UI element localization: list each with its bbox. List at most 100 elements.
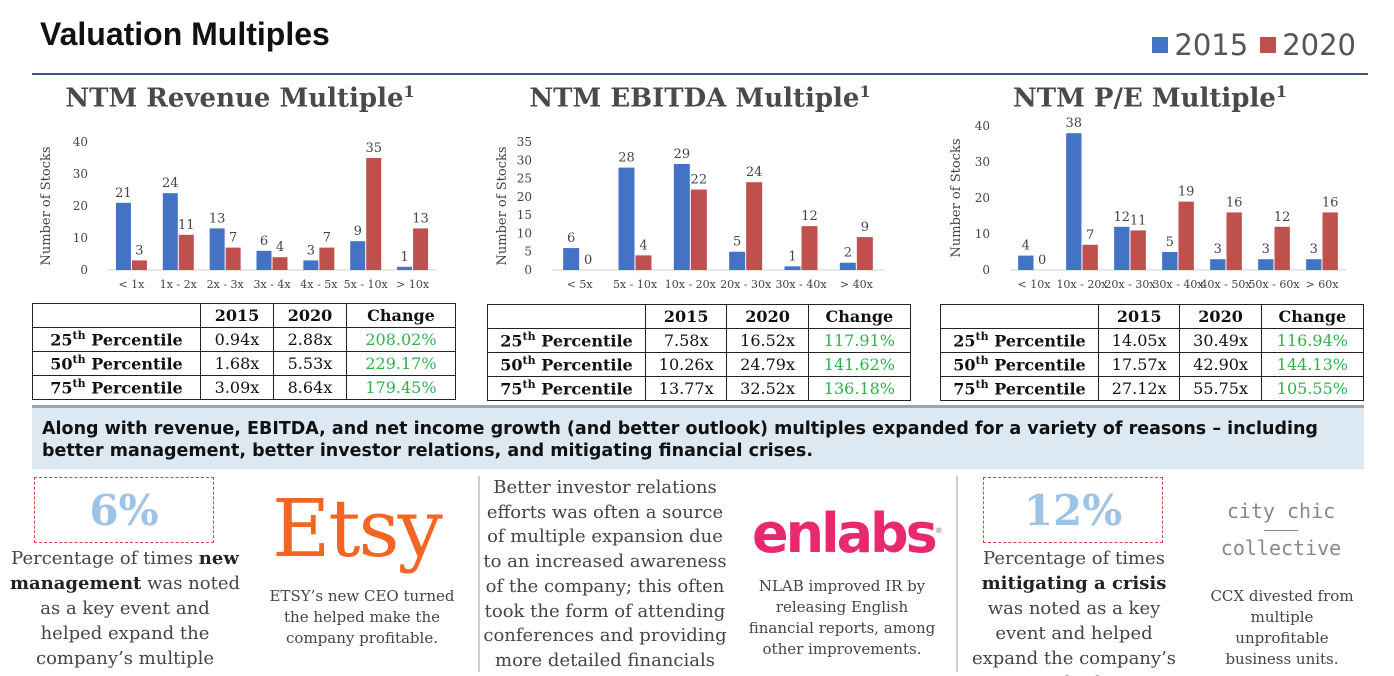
row-label: 50th Percentile xyxy=(32,351,201,376)
bar-2015 xyxy=(729,251,746,270)
bar-2020 xyxy=(225,247,241,270)
row-label-text: Percentile xyxy=(535,355,633,375)
data-label-2015: 28 xyxy=(618,151,635,166)
legend-label-2020: 2020 xyxy=(1282,28,1356,62)
bar-2020 xyxy=(413,228,429,270)
table-header-change: Change xyxy=(807,304,912,329)
cell-2015: 13.77x xyxy=(644,376,728,401)
bar-2020 xyxy=(690,189,707,270)
y-tick-label: 10 xyxy=(73,231,88,245)
divider-right xyxy=(956,476,958,672)
bar-2020 xyxy=(856,237,873,270)
etsy-caption: ETSY’s new CEO turned the helped make th… xyxy=(269,587,455,647)
cell-2020: 32.52x xyxy=(726,376,809,401)
row-pct: 75 xyxy=(500,379,523,399)
data-label-2020: 11 xyxy=(178,218,195,233)
data-label-2015: 21 xyxy=(115,186,132,201)
data-label-2020: 3 xyxy=(135,243,143,258)
bar-2015 xyxy=(1018,255,1034,270)
data-label-2015: 3 xyxy=(1262,242,1270,257)
data-label-2015: 6 xyxy=(567,231,575,246)
cell-2020: 8.64x xyxy=(272,375,347,400)
x-tick-label: 20x - 30x xyxy=(1104,278,1156,291)
cell-2020: 42.90x xyxy=(1179,352,1262,377)
row-pct: 25 xyxy=(953,331,976,351)
cell-change: 105.55% xyxy=(1260,376,1365,401)
stat2-post: was noted as a key event and helped expa… xyxy=(971,598,1177,676)
enlabs-logo-text: enlabs xyxy=(752,502,938,565)
bar-2020 xyxy=(1274,226,1290,270)
y-tick-label: 40 xyxy=(73,135,88,149)
bar-2015 xyxy=(839,262,856,270)
data-label-2020: 7 xyxy=(1086,228,1094,243)
y-axis-title: Number of Stocks xyxy=(495,147,510,266)
table-header-2015: 2015 xyxy=(1097,304,1181,329)
data-label-2020: 4 xyxy=(639,238,647,253)
enlabs-registered-mark: ® xyxy=(934,526,943,535)
x-tick-label: > 60x xyxy=(1306,278,1340,291)
table-row: 50th Percentile 10.26x 24.79x 141.62% xyxy=(487,352,912,377)
stat-value-new-management: 6% xyxy=(89,486,159,535)
pe-percentile-table: 2015 2020 Change 25th Percentile 14.05x … xyxy=(940,304,1365,401)
chart-title-pe-footnote: 1 xyxy=(1275,82,1288,101)
row-label: 75th Percentile xyxy=(940,376,1099,401)
row-pct-suffix: th xyxy=(522,378,536,392)
table-header-2020: 2020 xyxy=(726,304,809,329)
bar-2020 xyxy=(746,182,763,270)
data-label-2015: 5 xyxy=(733,235,741,250)
data-label-2015: 13 xyxy=(209,211,226,226)
cell-2020: 55.75x xyxy=(1179,376,1262,401)
data-label-2020: 22 xyxy=(691,173,708,188)
y-axis-title: Number of Stocks xyxy=(949,139,964,258)
row-pct: 75 xyxy=(953,379,976,399)
table-header-row: 2015 2020 Change xyxy=(487,304,912,329)
bar-2015 xyxy=(209,228,225,270)
stat1-pre: Percentage of times xyxy=(11,548,199,569)
data-label-2015: 12 xyxy=(1114,210,1131,225)
legend-label-2015: 2015 xyxy=(1174,28,1249,62)
y-tick-label: 20 xyxy=(975,191,990,205)
table-row: 50th Percentile 17.57x 42.90x 144.13% xyxy=(940,352,1365,377)
summary-banner: Along with revenue, EBITDA, and net inco… xyxy=(32,405,1364,469)
row-pct: 50 xyxy=(953,355,976,375)
enlabs-caption: NLAB improved IR by releasing English fi… xyxy=(748,577,936,658)
x-tick-label: < 10x xyxy=(1018,278,1052,291)
data-label-2015: 1 xyxy=(788,249,796,264)
data-label-2015: 38 xyxy=(1066,116,1083,131)
row-pct: 25 xyxy=(500,331,523,351)
cell-2020: 24.79x xyxy=(726,352,809,377)
data-label-2015: 6 xyxy=(260,234,268,249)
table-header-row: 2015 2020 Change xyxy=(32,303,457,328)
data-label-2020: 0 xyxy=(584,253,592,268)
bar-2015 xyxy=(1114,226,1130,270)
divider-left xyxy=(478,476,480,672)
bar-2020 xyxy=(272,257,288,270)
row-pct-suffix: th xyxy=(975,354,989,368)
x-tick-label: > 40x xyxy=(840,278,874,291)
stat-box-new-management: 6% xyxy=(34,477,214,543)
data-label-2015: 24 xyxy=(162,176,179,191)
legend-swatch-2020 xyxy=(1260,37,1277,53)
row-label-text: Percentile xyxy=(85,330,183,350)
bar-2020 xyxy=(1178,201,1194,270)
x-tick-label: 30x - 40x xyxy=(1152,278,1204,291)
ebitda-percentile-table: 2015 2020 Change 25th Percentile 7.58x 1… xyxy=(487,304,912,401)
bar-2015 xyxy=(1066,133,1082,270)
cell-change: 179.45% xyxy=(345,375,457,400)
data-label-2015: 3 xyxy=(1214,242,1222,257)
data-label-2020: 11 xyxy=(1130,213,1147,228)
data-label-2020: 35 xyxy=(365,141,382,156)
y-tick-label: 0 xyxy=(80,263,88,277)
y-tick-label: 10 xyxy=(517,226,532,240)
row-label-text: Percentile xyxy=(988,379,1086,399)
cell-change: 116.94% xyxy=(1260,328,1365,353)
row-pct-suffix: th xyxy=(522,354,536,368)
y-tick-label: 20 xyxy=(517,190,532,204)
legend-item-2020: 2020 xyxy=(1260,28,1356,62)
city-chic-logo: city chic collective xyxy=(1216,494,1346,565)
row-label-text: Percentile xyxy=(535,379,633,399)
data-label-2020: 16 xyxy=(1322,195,1339,210)
y-tick-label: 15 xyxy=(517,208,532,222)
table-header-blank xyxy=(32,303,201,328)
y-tick-label: 5 xyxy=(524,245,532,259)
